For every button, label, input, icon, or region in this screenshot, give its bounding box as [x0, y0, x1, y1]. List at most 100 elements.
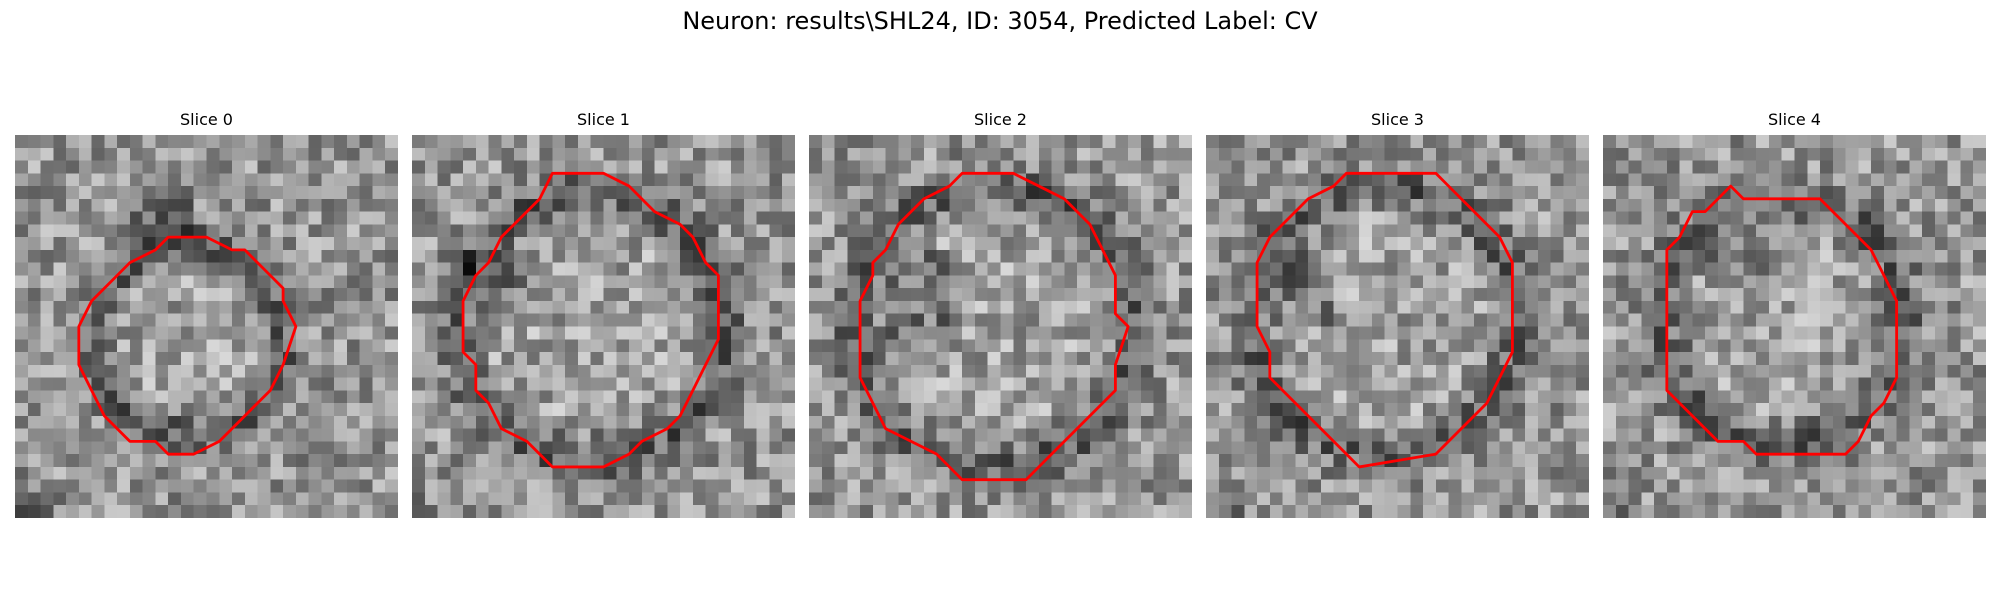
pixel — [769, 339, 783, 353]
pixel — [1781, 262, 1795, 276]
pixel — [1692, 211, 1706, 225]
pixel — [526, 147, 540, 161]
pixel — [949, 377, 963, 391]
pixel — [1922, 211, 1936, 225]
pixel — [974, 160, 988, 174]
pixel — [412, 364, 426, 378]
pixel — [1000, 492, 1014, 506]
pixel — [450, 275, 464, 289]
pixel — [1269, 339, 1283, 353]
pixel — [15, 339, 29, 353]
pixel — [270, 403, 284, 417]
pixel — [142, 428, 156, 442]
pixel — [526, 403, 540, 417]
pixel — [180, 466, 194, 480]
pixel — [1896, 300, 1910, 314]
pixel — [1140, 428, 1154, 442]
pixel — [936, 479, 950, 493]
pixel — [1038, 313, 1052, 327]
pixel — [743, 352, 757, 366]
pixel — [923, 300, 937, 314]
pixel — [450, 249, 464, 263]
pixel — [1525, 415, 1539, 429]
pixel — [629, 492, 643, 506]
pixel — [1397, 262, 1411, 276]
pixel — [321, 262, 335, 276]
pixel — [987, 390, 1001, 404]
pixel — [1960, 300, 1974, 314]
pixel — [232, 262, 246, 276]
pixel — [1026, 441, 1040, 455]
pixel — [1153, 390, 1167, 404]
pixel — [1320, 313, 1334, 327]
pixel — [1960, 339, 1974, 353]
pixel — [308, 441, 322, 455]
pixel — [1499, 275, 1513, 289]
pixel — [1013, 300, 1027, 314]
pixel — [206, 352, 220, 366]
pixel — [1257, 326, 1271, 340]
pixel — [654, 364, 668, 378]
pixel — [936, 249, 950, 263]
pixel — [219, 466, 233, 480]
pixel — [872, 441, 886, 455]
pixel — [1743, 198, 1757, 212]
pixel — [1115, 211, 1129, 225]
pixel — [1960, 505, 1974, 518]
pixel — [1206, 326, 1220, 340]
pixel — [1000, 339, 1014, 353]
pixel — [15, 364, 29, 378]
pixel — [1781, 466, 1795, 480]
pixel — [769, 364, 783, 378]
pixel — [1960, 415, 1974, 429]
pixel — [308, 147, 322, 161]
pixel — [743, 237, 757, 251]
pixel — [283, 415, 297, 429]
pixel — [193, 403, 207, 417]
pixel — [860, 377, 874, 391]
pixel — [872, 147, 886, 161]
pixel — [718, 275, 732, 289]
pixel — [1768, 364, 1782, 378]
pixel — [321, 198, 335, 212]
pixel — [962, 198, 976, 212]
pixel — [1705, 249, 1719, 263]
pixel — [1000, 300, 1014, 314]
pixel — [437, 390, 451, 404]
pixel — [244, 364, 258, 378]
pixel — [1730, 173, 1744, 187]
pixel — [424, 466, 438, 480]
pixel — [168, 415, 182, 429]
pixel — [1218, 173, 1232, 187]
pixel — [412, 479, 426, 493]
pixel — [667, 300, 681, 314]
pixel — [385, 173, 398, 187]
pixel — [53, 262, 67, 276]
pixel — [1140, 262, 1154, 276]
pixel — [705, 173, 719, 187]
pixel — [1308, 339, 1322, 353]
pixel — [1013, 403, 1027, 417]
pixel — [1717, 428, 1731, 442]
pixel — [193, 186, 207, 200]
pixel — [91, 364, 105, 378]
pixel — [91, 352, 105, 366]
pixel — [1244, 492, 1258, 506]
pixel — [616, 505, 630, 518]
pixel — [1654, 339, 1668, 353]
pixel — [1717, 505, 1731, 518]
pixel — [308, 454, 322, 468]
pixel — [180, 377, 194, 391]
pixel — [552, 249, 566, 263]
pixel — [565, 428, 579, 442]
pixel — [1603, 198, 1617, 212]
pixel — [603, 441, 617, 455]
pixel — [1934, 160, 1948, 174]
pixel — [206, 428, 220, 442]
pixel — [450, 415, 464, 429]
pixel — [1692, 288, 1706, 302]
pixel — [987, 505, 1001, 518]
pixel — [1435, 288, 1449, 302]
pixel — [1371, 211, 1385, 225]
pixel — [206, 339, 220, 353]
